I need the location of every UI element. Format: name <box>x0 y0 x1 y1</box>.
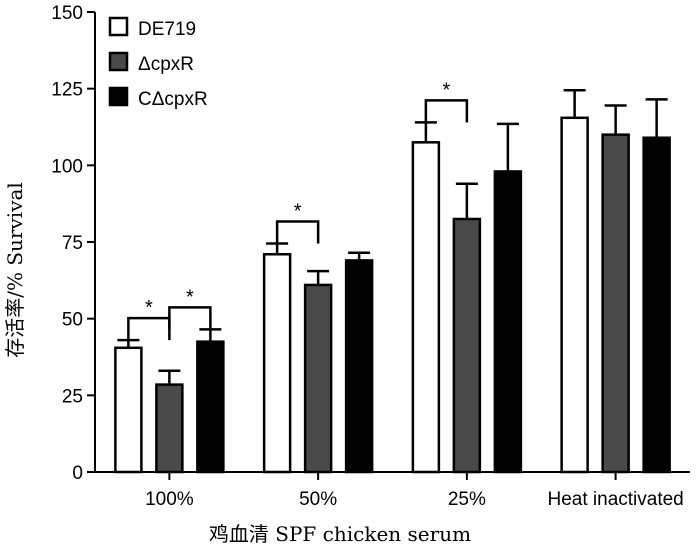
significance-label: * <box>145 297 153 319</box>
significance-bracket <box>127 316 171 341</box>
x-tick-label: 25% <box>448 489 486 510</box>
significance-bracket <box>424 99 469 123</box>
bar <box>452 217 482 474</box>
x-axis-title: 鸡血清 SPF chicken serum <box>209 522 471 546</box>
y-tick-label: 150 <box>51 3 83 24</box>
significance-bracket <box>168 306 212 330</box>
bar <box>262 253 292 474</box>
legend-label: DE719 <box>138 19 196 40</box>
legend: DE719 ΔcpxR CΔcpxR <box>108 16 208 110</box>
legend-label: CΔcpxR <box>138 89 208 110</box>
bar <box>411 141 441 474</box>
significance-label: * <box>294 201 302 223</box>
bar <box>642 136 671 474</box>
significance-markers: * * * * <box>127 79 469 341</box>
bar <box>601 133 630 474</box>
bar <box>560 116 589 474</box>
x-tick-label: 50% <box>299 489 337 510</box>
bar <box>155 383 184 474</box>
bar <box>114 346 143 474</box>
bar <box>303 283 333 474</box>
legend-swatch <box>108 86 129 107</box>
x-tick-label: Heat inactivated <box>548 489 684 510</box>
y-axis-title: 存活率/% Survival <box>3 182 27 358</box>
bar <box>344 259 374 474</box>
significance-bracket <box>275 220 320 244</box>
y-tick-label: 100 <box>51 156 83 177</box>
y-tick-label: 25 <box>62 386 83 407</box>
y-tick-label: 75 <box>62 233 83 254</box>
legend-swatch <box>108 51 129 72</box>
significance-label: * <box>186 286 194 308</box>
x-tick-label: 100% <box>145 489 194 510</box>
bar <box>196 340 225 474</box>
significance-label: * <box>442 79 450 101</box>
y-tick-label: 125 <box>51 80 83 101</box>
y-tick-label: 50 <box>62 310 83 331</box>
axes: 0 25 50 75 100 125 150 100% 50% 25% Heat inactivat… <box>51 3 690 510</box>
bar <box>493 170 523 474</box>
legend-swatch <box>108 16 129 37</box>
bars <box>114 88 671 474</box>
y-tick-label: 0 <box>72 463 83 484</box>
legend-label: ΔcpxR <box>138 54 194 75</box>
